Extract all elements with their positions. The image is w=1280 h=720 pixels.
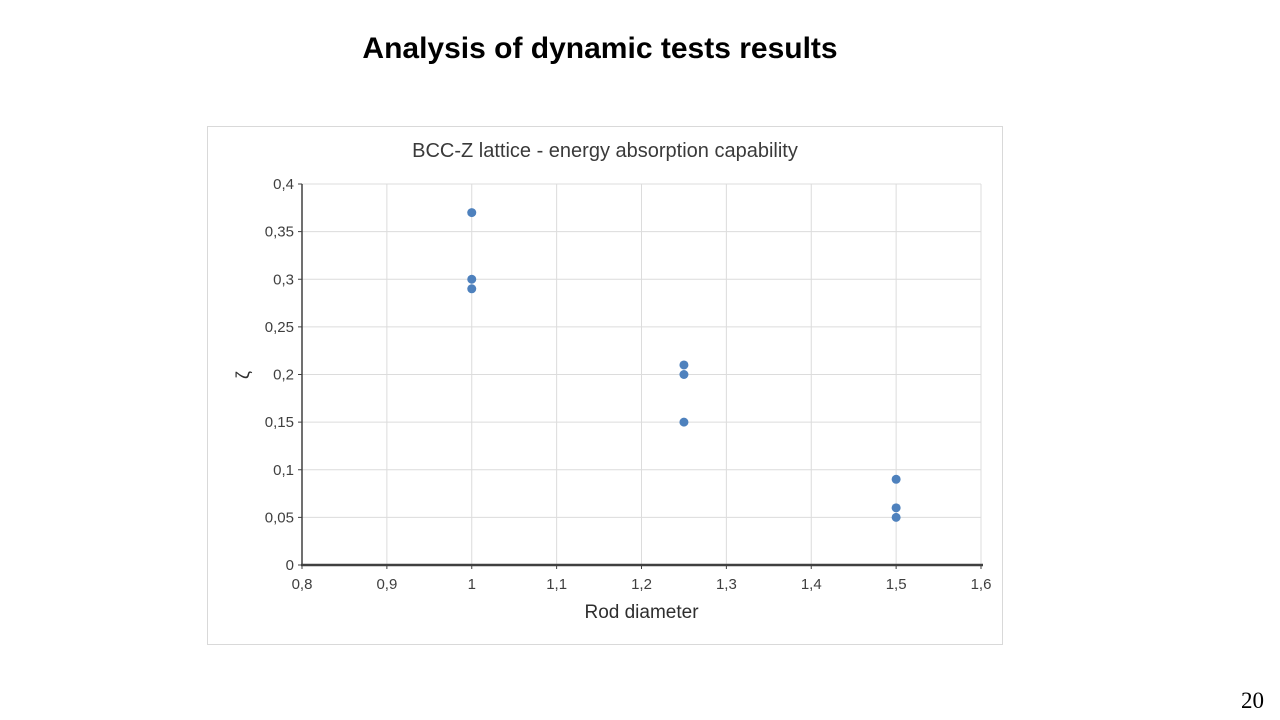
x-tick-label: 1,5 (886, 576, 907, 593)
y-tick-label: 0,15 (265, 414, 294, 431)
chart-title: BCC-Z lattice - energy absorption capabi… (412, 140, 798, 162)
data-point (891, 503, 901, 513)
x-axis-title: Rod diameter (584, 602, 699, 623)
y-tick-label: 0 (286, 557, 294, 574)
y-tick-label: 0,05 (265, 509, 294, 526)
y-tick-label: 0,3 (273, 271, 294, 288)
data-point (679, 370, 689, 379)
x-tick-label: 1 (468, 576, 476, 593)
x-tick-label: 0,8 (292, 576, 313, 593)
data-point (679, 417, 689, 427)
x-tick-label: 1,2 (631, 576, 652, 593)
x-tick-label: 1,1 (546, 576, 567, 593)
x-tick-label: 1,4 (801, 576, 822, 593)
x-tick-label: 1,3 (716, 576, 737, 593)
x-tick-label: 1,6 (971, 576, 992, 593)
slide-title: Analysis of dynamic tests results (362, 32, 838, 65)
data-point (891, 512, 901, 522)
y-tick-label: 0,35 (265, 224, 294, 241)
y-axis-title: ζ (232, 371, 253, 379)
data-point (467, 274, 477, 284)
data-point (891, 474, 901, 484)
y-tick-label: 0,25 (265, 319, 294, 336)
data-point (467, 284, 477, 294)
y-tick-label: 0,1 (273, 462, 294, 479)
data-point (467, 208, 477, 218)
data-point (679, 360, 689, 370)
page-number: 20 (1241, 688, 1264, 713)
chart-container: BCC-Z lattice - energy absorption capabi… (207, 126, 1003, 645)
y-tick-label: 0,2 (273, 367, 294, 384)
x-tick-label: 0,9 (376, 576, 397, 593)
scatter-plot: 0 0,05 0,1 0,15 0,2 0,25 0,3 0,35 0,4 0,8 0,9 1 1,1 1… (265, 176, 992, 593)
y-tick-label: 0,4 (273, 176, 294, 193)
